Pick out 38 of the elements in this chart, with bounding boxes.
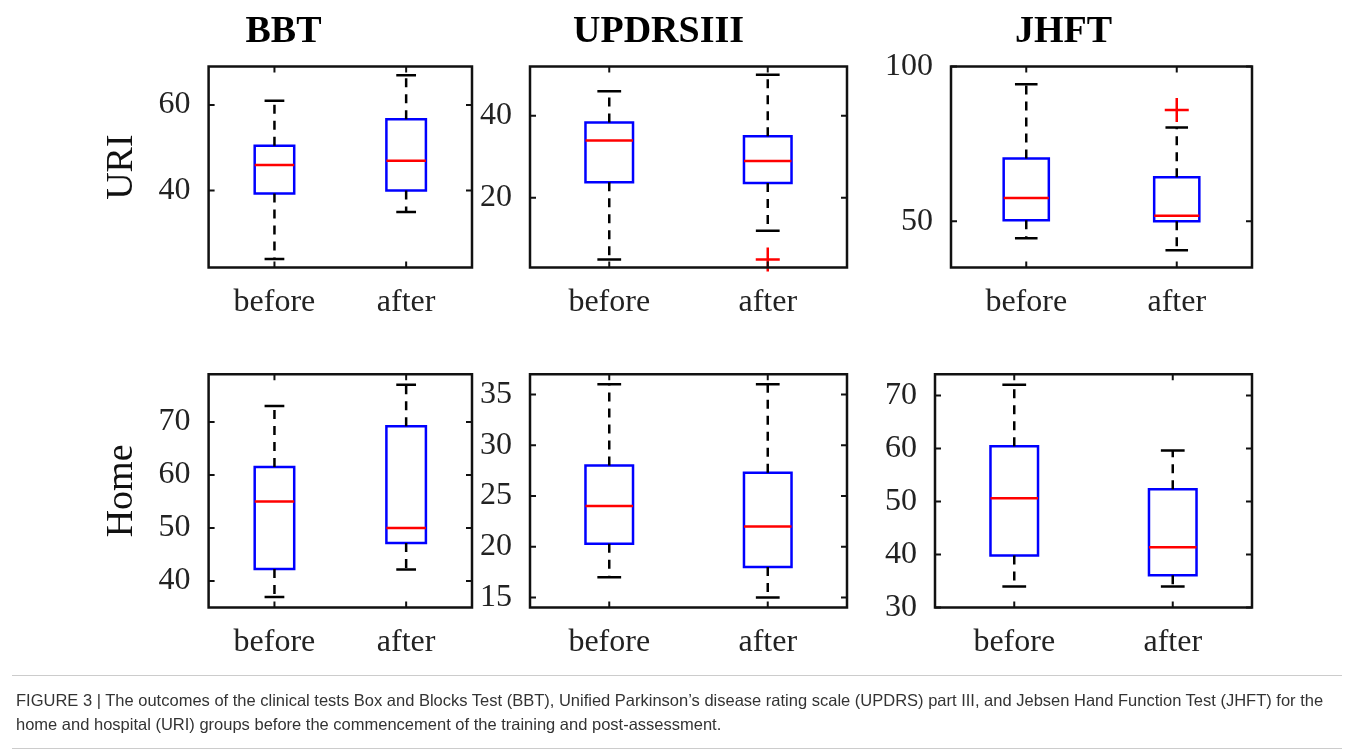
y-tick-label: 60	[885, 427, 917, 464]
y-tick-label: 100	[885, 46, 933, 83]
caption: FIGURE 3 | The outcomes of the clinical tests Box and Blocks Test (BBT), Unified Parkinson’s disease rating scale (UPDRS) part III, and Jebsen Hand Function Test (JHFT) for the home and hospital (URI) groups before the commencement of the training and post-assessment.	[16, 690, 1325, 735]
x-tick-label: after	[738, 282, 798, 319]
y-tick-label: 60	[158, 84, 191, 121]
x-tick-label: after	[1143, 622, 1203, 659]
x-tick-label: before	[233, 282, 316, 319]
chart-title: BBT	[245, 7, 322, 50]
chart-title: UPDRSIII	[572, 7, 745, 50]
x-tick-label: before	[568, 282, 651, 319]
x-tick-label: after	[376, 622, 436, 659]
y-tick-label: 70	[158, 401, 191, 438]
y-tick-label: 30	[885, 587, 917, 624]
y-tick-label: 50	[158, 507, 191, 544]
y-tick-label: 40	[158, 560, 191, 597]
x-tick-label: before	[973, 622, 1056, 659]
y-tick-label: 20	[480, 177, 512, 214]
x-tick-label: before	[233, 622, 316, 659]
y-tick-label: 15	[480, 576, 512, 613]
y-tick-label: 50	[901, 200, 933, 237]
x-tick-label: before	[985, 282, 1068, 319]
y-axis-title: Home	[97, 444, 140, 538]
y-tick-label: 70	[885, 374, 917, 411]
x-tick-label: after	[376, 282, 436, 319]
x-tick-label: before	[568, 622, 651, 659]
y-tick-label: 20	[480, 526, 512, 563]
x-tick-label: after	[1147, 282, 1207, 319]
y-axis-title: URI	[97, 134, 140, 200]
y-tick-label: 30	[480, 424, 512, 461]
y-tick-label: 60	[158, 454, 191, 491]
chart-title: JHFT	[1014, 7, 1113, 50]
y-tick-label: 40	[885, 533, 917, 570]
y-tick-label: 35	[480, 373, 512, 410]
y-tick-label: 40	[480, 95, 512, 132]
y-tick-label: 40	[158, 170, 191, 207]
y-tick-label: 50	[885, 480, 917, 517]
x-tick-label: after	[738, 622, 798, 659]
y-tick-label: 25	[480, 475, 512, 512]
